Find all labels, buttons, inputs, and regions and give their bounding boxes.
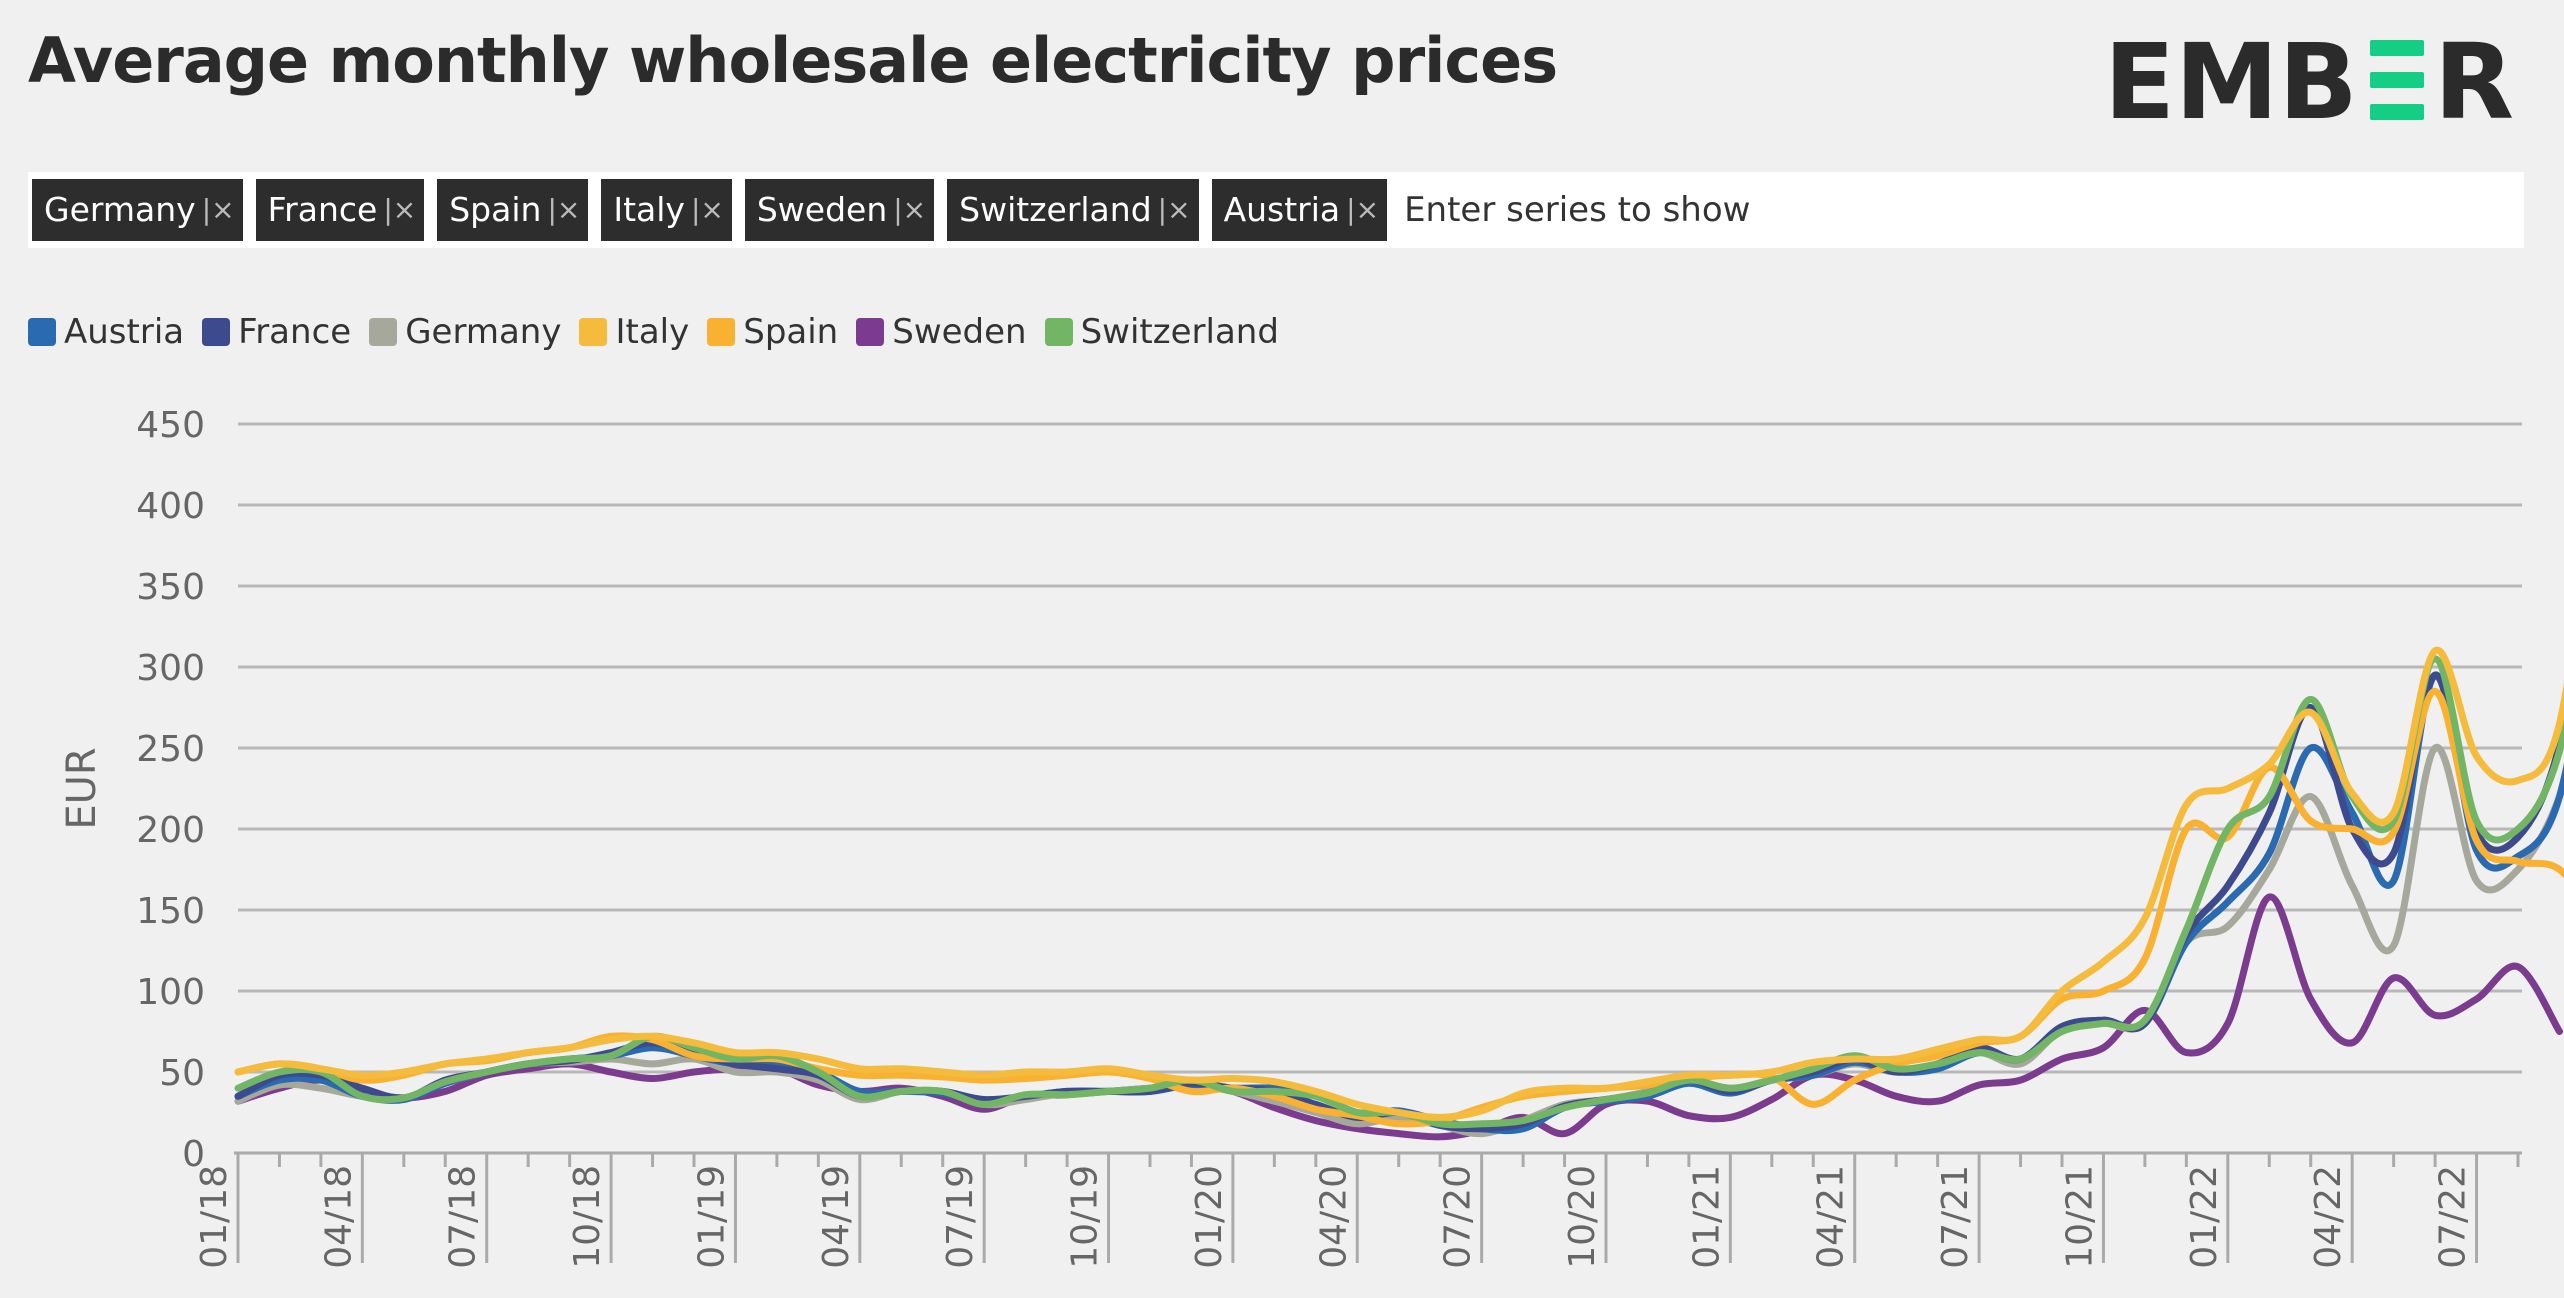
legend-item-spain[interactable]: Spain — [707, 312, 838, 352]
legend-swatch — [579, 318, 608, 346]
remove-tag-icon[interactable]: |× — [1346, 193, 1380, 226]
remove-tag-icon[interactable]: |× — [1157, 193, 1191, 226]
series-tag-switzerland: Switzerland |× — [947, 179, 1199, 241]
y-tick-label: 350 — [136, 567, 205, 608]
x-tick-label: 01/18 — [194, 1165, 235, 1269]
legend-label: Germany — [405, 312, 562, 352]
legend-label: Spain — [743, 312, 839, 352]
remove-tag-icon[interactable]: |× — [383, 193, 417, 226]
x-tick-label: 01/21 — [1686, 1165, 1727, 1269]
series-tag-label: Switzerland — [959, 190, 1152, 229]
legend-label: Italy — [615, 312, 690, 352]
legend-swatch — [856, 318, 885, 346]
legend-item-switzerland[interactable]: Switzerland — [1044, 312, 1279, 352]
chart-legend: Austria France Germany Italy Spain Sweden Swit… — [28, 312, 1279, 352]
x-tick-label: 04/20 — [1313, 1165, 1354, 1269]
legend-item-germany[interactable]: Germany — [369, 312, 561, 352]
x-tick-label: 04/21 — [1811, 1165, 1852, 1269]
x-tick-label: 01/19 — [691, 1165, 732, 1269]
remove-tag-icon[interactable]: |× — [893, 193, 927, 226]
x-tick-label: 07/21 — [1935, 1165, 1976, 1269]
y-tick-label: 300 — [136, 648, 205, 689]
y-axis-label: EUR — [59, 747, 105, 829]
y-tick-label: 150 — [136, 891, 205, 932]
series-line-italy — [234, 646, 2564, 1121]
legend-item-france[interactable]: France — [202, 312, 351, 352]
x-tick-label: 01/20 — [1189, 1165, 1230, 1269]
remove-tag-icon[interactable]: |× — [547, 193, 581, 226]
legend-swatch — [1044, 318, 1073, 346]
legend-label: Sweden — [892, 312, 1027, 352]
legend-item-italy[interactable]: Italy — [579, 312, 689, 352]
chart-title: Average monthly wholesale electricity pr… — [28, 24, 1558, 97]
x-tick-label: 04/19 — [816, 1165, 857, 1269]
legend-swatch — [28, 318, 56, 346]
series-selector[interactable]: Germany |× France |× Spain |× Italy |× Sweden |× S… — [28, 172, 2524, 248]
remove-tag-icon[interactable]: |× — [690, 193, 724, 226]
series-search-input[interactable] — [1402, 189, 2107, 231]
series-tag-spain: Spain |× — [437, 179, 589, 241]
x-tick-label: 01/22 — [2184, 1165, 2225, 1269]
series-tag-label: France — [267, 190, 378, 229]
y-tick-label: 250 — [136, 729, 205, 770]
series-tag-label: Sweden — [756, 190, 888, 229]
y-tick-label: 400 — [136, 486, 205, 527]
x-tick-label: 07/18 — [443, 1165, 484, 1269]
series-tag-label: Spain — [449, 190, 542, 229]
series-line-france — [234, 671, 2564, 1133]
legend-item-austria[interactable]: Austria — [28, 312, 184, 352]
series-line-sweden — [234, 893, 2563, 1141]
ember-logo: EMB R — [2104, 22, 2514, 132]
series-tag-label: Italy — [613, 190, 685, 229]
y-tick-label: 0 — [182, 1134, 205, 1175]
x-tick-label: 10/21 — [2059, 1165, 2100, 1269]
x-tick-label: 04/18 — [318, 1165, 359, 1269]
y-tick-label: 450 — [136, 405, 205, 446]
legend-label: Austria — [64, 312, 185, 352]
y-tick-label: 100 — [136, 972, 205, 1013]
x-tick-label: 07/19 — [940, 1165, 981, 1269]
legend-item-sweden[interactable]: Sweden — [856, 312, 1027, 352]
x-tick-label: 10/20 — [1562, 1165, 1603, 1269]
legend-label: France — [238, 312, 352, 352]
logo-text: EMB — [2104, 22, 2358, 132]
series-tag-austria: Austria |× — [1211, 179, 1388, 241]
series-tag-germany: Germany |× — [32, 179, 243, 241]
legend-swatch — [369, 318, 398, 346]
remove-tag-icon[interactable]: |× — [201, 193, 235, 226]
series-tag-italy: Italy |× — [601, 179, 732, 241]
x-tick-label: 07/20 — [1438, 1165, 1479, 1269]
x-tick-label: 04/22 — [2308, 1165, 2349, 1269]
logo-text-r: R — [2434, 22, 2514, 132]
series-tag-sweden: Sweden |× — [744, 179, 935, 241]
legend-swatch — [202, 318, 231, 346]
x-tick-label: 07/22 — [2433, 1165, 2474, 1269]
series-tag-france: France |× — [255, 179, 425, 241]
x-tick-label: 10/19 — [1065, 1165, 1106, 1269]
series-tag-label: Austria — [1223, 190, 1341, 229]
legend-swatch — [707, 318, 736, 346]
logo-accent-bars — [2370, 40, 2424, 120]
y-tick-label: 200 — [136, 810, 205, 851]
series-tag-label: Germany — [44, 190, 196, 229]
legend-label: Switzerland — [1080, 312, 1279, 352]
y-tick-label: 50 — [159, 1053, 205, 1094]
x-tick-label: 10/18 — [567, 1165, 608, 1269]
